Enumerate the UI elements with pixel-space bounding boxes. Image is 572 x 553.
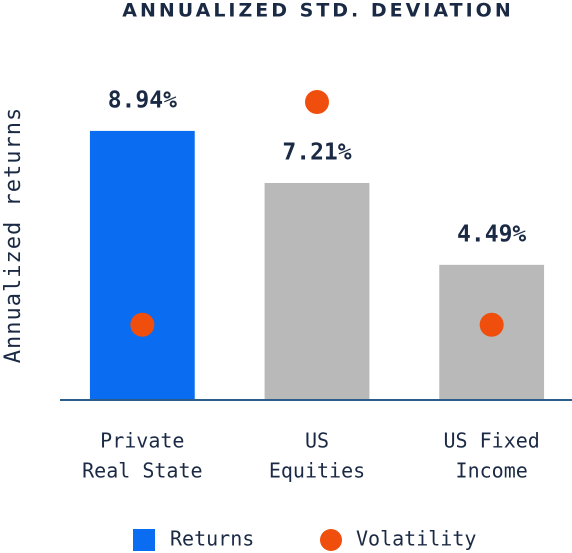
x-tick-label: Private bbox=[100, 429, 184, 453]
legend-label: Volatility bbox=[356, 527, 476, 551]
value-label: 8.94% bbox=[108, 87, 177, 113]
legend-swatch bbox=[320, 529, 342, 551]
chart-title: ANNUALIZED STD. DEVIATION bbox=[122, 0, 513, 22]
volatility-dot bbox=[479, 312, 504, 337]
x-tick-label: Equities bbox=[269, 459, 365, 483]
y-axis-label: Annualized returns bbox=[1, 107, 26, 363]
legend-label: Returns bbox=[170, 527, 254, 551]
volatility-dot bbox=[305, 90, 329, 115]
x-tick-label: Income bbox=[456, 459, 528, 483]
x-tick-label: US Fixed bbox=[444, 429, 540, 453]
legend-swatch bbox=[133, 529, 155, 551]
value-label: 4.49% bbox=[457, 221, 526, 247]
value-label: 7.21% bbox=[282, 139, 351, 165]
volatility-dot bbox=[130, 312, 155, 337]
bar bbox=[264, 182, 370, 400]
bar bbox=[89, 130, 195, 400]
x-tick-label: Real State bbox=[82, 459, 202, 483]
x-tick-label: US bbox=[305, 429, 329, 453]
